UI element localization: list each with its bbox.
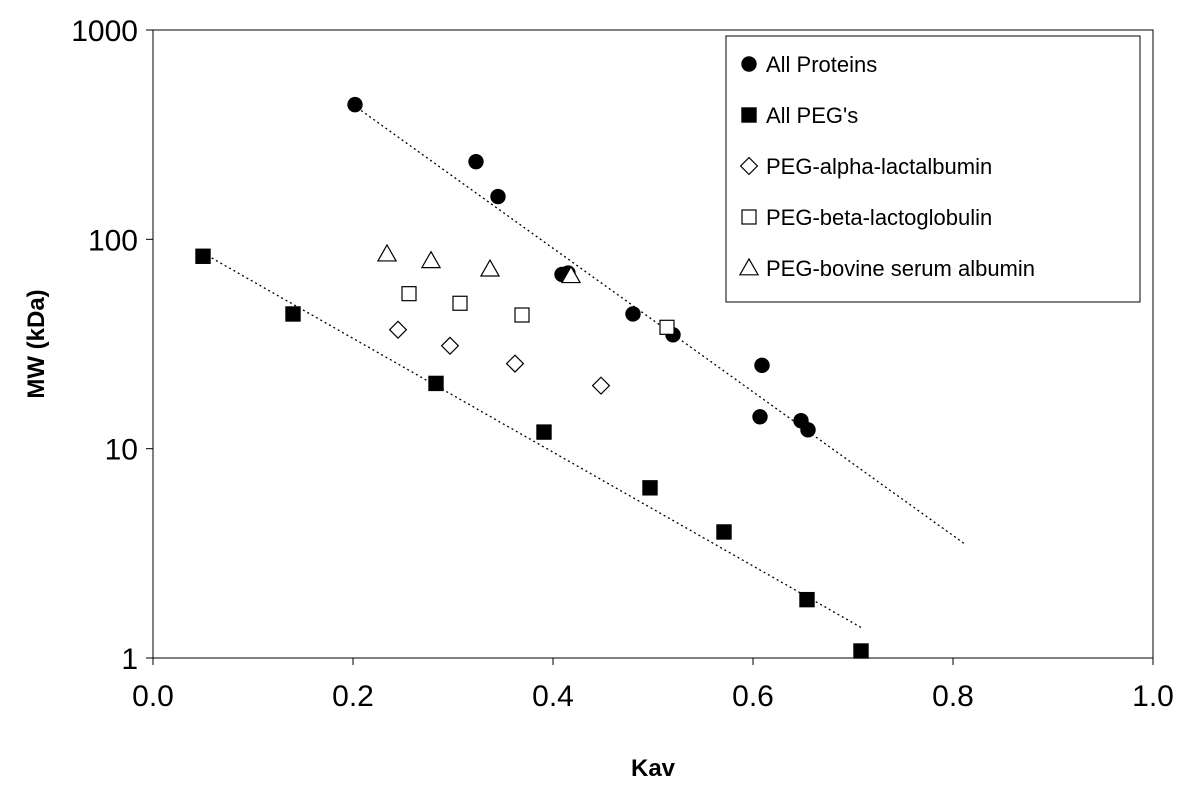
data-point: [591, 376, 611, 395]
data-point: [285, 306, 301, 322]
legend-label: PEG-beta-lactoglobulin: [766, 205, 992, 230]
data-point: [347, 96, 363, 113]
data-point: [440, 336, 460, 356]
data-point: [752, 409, 768, 425]
trendline: [352, 104, 966, 545]
y-axis-title: MW (kDa): [23, 289, 50, 398]
data-point: [536, 424, 552, 440]
data-point: [388, 320, 408, 339]
legend-marker: [741, 107, 757, 123]
legend-label: PEG-alpha-lactalbumin: [766, 154, 992, 179]
data-point: [490, 188, 506, 205]
data-point: [853, 643, 869, 659]
legend: All Proteins All PEG's PEG-alpha-lactalbum…: [725, 35, 1141, 303]
data-point: [195, 248, 211, 264]
legend-label: PEG-bovine serum albumin: [766, 256, 1035, 281]
x-tick-label: 0.8: [932, 680, 974, 713]
data-points: [195, 96, 869, 659]
y-tick-label: 10: [105, 434, 138, 467]
legend-label: All Proteins: [766, 52, 877, 77]
data-point: [560, 265, 582, 284]
x-tick-label: 1.0: [1132, 680, 1174, 713]
data-point: [401, 286, 417, 302]
axes: 0.0 0.2 0.4 0.6 0.8 1.0 1 10 100 1000: [71, 15, 1174, 713]
legend-marker: [741, 209, 757, 225]
data-point: [659, 319, 675, 335]
legend-label: All PEG's: [766, 103, 858, 128]
legend-box: [725, 35, 1141, 303]
data-point: [428, 375, 444, 392]
data-point: [505, 354, 525, 373]
x-tick-label: 0.2: [332, 680, 374, 713]
trendline: [202, 252, 862, 628]
data-point: [625, 306, 641, 322]
data-point: [452, 295, 468, 311]
data-point: [514, 307, 530, 323]
data-point: [754, 357, 770, 374]
data-point: [799, 591, 815, 608]
x-axis-title: Kav: [631, 755, 676, 782]
data-point: [376, 243, 398, 262]
x-tick-label: 0.6: [732, 680, 774, 713]
y-tick-label: 1000: [71, 15, 138, 48]
data-point: [716, 524, 732, 540]
data-point: [420, 250, 442, 269]
plot-area: [152, 29, 1154, 659]
legend-marker: [741, 56, 757, 72]
legend-marker: [738, 257, 760, 276]
data-point: [468, 153, 484, 170]
data-point: [642, 480, 658, 496]
trendlines: [202, 104, 966, 628]
legend-marker: [739, 156, 759, 176]
plot-frame: [152, 29, 1154, 659]
x-tick-label: 0.0: [132, 680, 174, 713]
x-tick-label: 0.4: [532, 680, 574, 713]
y-tick-label: 1: [121, 643, 138, 676]
y-tick-label: 100: [88, 224, 138, 257]
data-point: [479, 258, 501, 277]
data-point: [800, 422, 816, 438]
